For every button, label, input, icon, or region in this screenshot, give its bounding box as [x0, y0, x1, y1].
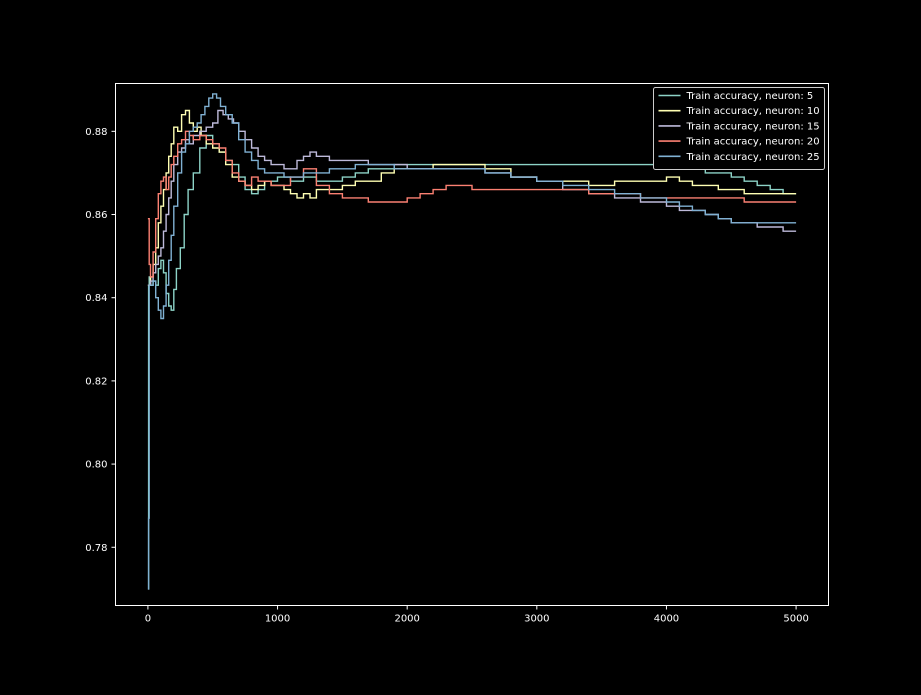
plot-frame — [115, 83, 829, 606]
x-tick-label: 2000 — [394, 614, 419, 625]
legend: Train accuracy, neuron: 5 Train accuracy,… — [653, 87, 825, 170]
y-tick-label: 0.80 — [85, 460, 107, 471]
y-tick-label: 0.86 — [85, 210, 107, 221]
series-line-4 — [147, 130, 797, 278]
legend-label: Train accuracy, neuron: 20 — [686, 137, 820, 148]
y-tick-label: 0.82 — [85, 376, 107, 387]
series-line-5 — [147, 93, 797, 590]
x-tick-label: 3000 — [524, 614, 549, 625]
series-line-3 — [147, 109, 797, 286]
legend-label: Train accuracy, neuron: 5 — [686, 91, 814, 102]
legend-label: Train accuracy, neuron: 15 — [686, 121, 820, 132]
legend-label: Train accuracy, neuron: 10 — [686, 106, 820, 117]
y-axis-ticks: 0.78 0.80 0.82 0.84 0.86 0.88 — [85, 127, 116, 554]
x-axis-ticks: 0 1000 2000 3000 4000 5000 — [145, 605, 809, 625]
x-tick-label: 4000 — [654, 614, 679, 625]
legend-label: Train accuracy, neuron: 25 — [686, 152, 820, 163]
x-tick-label: 5000 — [783, 614, 808, 625]
y-tick-label: 0.78 — [85, 543, 107, 554]
y-tick-label: 0.88 — [85, 127, 107, 138]
x-tick-label: 1000 — [265, 614, 290, 625]
y-tick-label: 0.84 — [85, 293, 107, 304]
x-tick-label: 0 — [145, 614, 151, 625]
legend-box — [653, 87, 825, 170]
